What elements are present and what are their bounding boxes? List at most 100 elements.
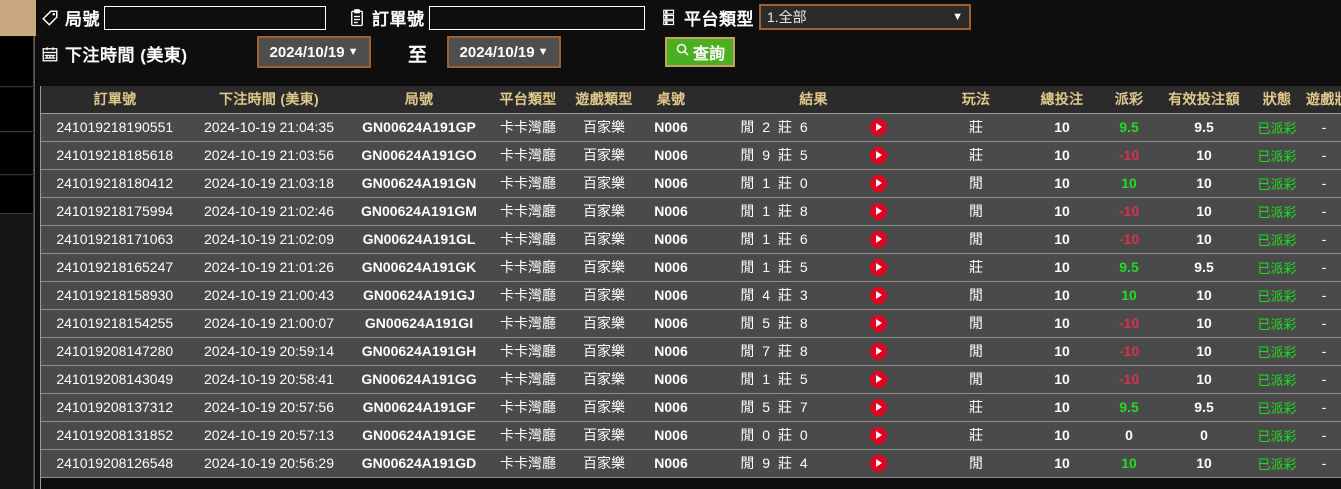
table-row[interactable]: 241019218180412 2024-10-19 21:03:18 GN0062… <box>41 169 1341 198</box>
cell-result: 閒 1 莊 6 <box>701 225 926 254</box>
table-row[interactable]: 241019218175994 2024-10-19 21:02:46 GN0062… <box>41 197 1341 226</box>
cell-platform: 卡卡灣廳 <box>489 309 567 338</box>
col-header-total-bet[interactable]: 總投注 <box>1026 86 1098 114</box>
chevron-down-icon: ▼ <box>952 11 963 23</box>
cell-payout: -10 <box>1098 365 1160 394</box>
table-row[interactable]: 241019218154255 2024-10-19 21:00:07 GN0062… <box>41 309 1341 338</box>
cell-total-bet: 10 <box>1026 449 1098 478</box>
cell-total-bet: 10 <box>1026 365 1098 394</box>
platform-select[interactable]: 1.全部 ▼ <box>759 4 971 30</box>
col-header-payout[interactable]: 派彩 <box>1098 86 1160 114</box>
play-replay-icon[interactable] <box>869 258 887 276</box>
col-header-status[interactable]: 狀態 <box>1248 86 1306 114</box>
date-to-picker[interactable]: 2024/10/19 ▼ <box>447 36 561 68</box>
sidebar-slot-3[interactable] <box>0 133 34 175</box>
table-row[interactable]: 241019208126548 2024-10-19 20:56:29 GN0062… <box>41 449 1341 478</box>
play-replay-icon[interactable] <box>869 454 887 472</box>
cell-game-type: 百家樂 <box>567 225 641 254</box>
platform-filter-group: 平台類型 1.全部 ▼ <box>659 4 971 30</box>
cell-table-no: N006 <box>641 421 701 450</box>
play-replay-icon[interactable] <box>869 202 887 220</box>
col-header-platform[interactable]: 平台類型 <box>489 86 567 114</box>
payout-value: -10 <box>1118 315 1140 331</box>
bettime-filter-label: 下注時間 (美東) <box>65 46 188 65</box>
date-to-group: 2024/10/19 ▼ <box>447 36 561 68</box>
bet-history-table-container[interactable]: 訂單號 下注時間 (美東) 局號 平台類型 遊戲類型 桌號 結果 玩法 總投注 … <box>40 86 1341 489</box>
payout-value: 9.5 <box>1119 119 1139 135</box>
order-input[interactable] <box>428 5 645 30</box>
cell-platform: 卡卡灣廳 <box>489 113 567 142</box>
result-text: 閒 9 莊 5 <box>740 147 810 163</box>
cell-total-bet: 10 <box>1026 113 1098 142</box>
cell-valid-bet: 10 <box>1160 225 1248 254</box>
cell-status: 已派彩 <box>1248 169 1306 198</box>
cell-order: 241019218185618 <box>41 141 189 170</box>
cell-table-no: N006 <box>641 225 701 254</box>
col-header-game-type[interactable]: 遊戲類型 <box>567 86 641 114</box>
play-replay-icon[interactable] <box>869 118 887 136</box>
round-filter-label: 局號 <box>65 10 100 29</box>
bettime-filter-group: 下注時間 (美東) <box>40 41 188 66</box>
cell-status: 已派彩 <box>1248 337 1306 366</box>
cell-game-type: 百家樂 <box>567 449 641 478</box>
cell-payout: 0 <box>1098 421 1160 450</box>
cell-result: 閒 1 莊 5 <box>701 365 926 394</box>
table-row[interactable]: 241019218185618 2024-10-19 21:03:56 GN0062… <box>41 141 1341 170</box>
play-replay-icon[interactable] <box>869 398 887 416</box>
play-replay-icon[interactable] <box>869 230 887 248</box>
sidebar-slot-1[interactable] <box>0 37 34 87</box>
table-row[interactable]: 241019208143049 2024-10-19 20:58:41 GN0062… <box>41 365 1341 394</box>
cell-order: 241019208126548 <box>41 449 189 478</box>
col-header-bet-time[interactable]: 下注時間 (美東) <box>189 86 349 114</box>
date-from-picker[interactable]: 2024/10/19 ▼ <box>257 36 371 68</box>
sidebar-edge <box>34 36 35 489</box>
table-row[interactable]: 241019218158930 2024-10-19 21:00:43 GN0062… <box>41 281 1341 310</box>
cell-status: 已派彩 <box>1248 113 1306 142</box>
sidebar-slot-4[interactable] <box>0 176 34 214</box>
play-replay-icon[interactable] <box>869 426 887 444</box>
cell-play-type: 閒 <box>926 309 1026 338</box>
result-text: 閒 1 莊 6 <box>740 231 810 247</box>
cell-game-status: - <box>1306 281 1341 310</box>
round-filter-group: 局號 <box>40 5 326 30</box>
table-row[interactable]: 241019208147280 2024-10-19 20:59:14 GN0062… <box>41 337 1341 366</box>
col-header-valid-bet[interactable]: 有效投注額 <box>1160 86 1248 114</box>
cell-total-bet: 10 <box>1026 253 1098 282</box>
play-replay-icon[interactable] <box>869 342 887 360</box>
col-header-table-no[interactable]: 桌號 <box>641 86 701 114</box>
play-replay-icon[interactable] <box>869 146 887 164</box>
col-header-order[interactable]: 訂單號 <box>41 86 189 114</box>
cell-round-id: GN00624A191GL <box>349 225 489 254</box>
cell-valid-bet: 10 <box>1160 449 1248 478</box>
order-filter-label: 訂單號 <box>372 10 425 29</box>
col-header-play-type[interactable]: 玩法 <box>926 86 1026 114</box>
col-header-round-id[interactable]: 局號 <box>349 86 489 114</box>
cell-table-no: N006 <box>641 281 701 310</box>
cell-play-type: 莊 <box>926 393 1026 422</box>
cell-table-no: N006 <box>641 393 701 422</box>
play-replay-icon[interactable] <box>869 174 887 192</box>
cell-bet-time: 2024-10-19 20:56:29 <box>189 449 349 478</box>
table-row[interactable]: 241019208137312 2024-10-19 20:57:56 GN0062… <box>41 393 1341 422</box>
play-replay-icon[interactable] <box>869 314 887 332</box>
table-row[interactable]: 241019218165247 2024-10-19 21:01:26 GN0062… <box>41 253 1341 282</box>
table-row[interactable]: 241019208131852 2024-10-19 20:57:13 GN0062… <box>41 421 1341 450</box>
cell-valid-bet: 10 <box>1160 337 1248 366</box>
cell-status: 已派彩 <box>1248 253 1306 282</box>
cell-valid-bet: 9.5 <box>1160 393 1248 422</box>
cell-payout: -10 <box>1098 309 1160 338</box>
play-replay-icon[interactable] <box>869 370 887 388</box>
search-button[interactable]: 查詢 <box>665 37 736 67</box>
round-input[interactable] <box>104 5 326 30</box>
table-row[interactable]: 241019218171063 2024-10-19 21:02:09 GN0062… <box>41 225 1341 254</box>
table-row[interactable]: 241019218190551 2024-10-19 21:04:35 GN0062… <box>41 113 1341 142</box>
cell-game-status: - <box>1306 141 1341 170</box>
cell-result: 閒 5 莊 8 <box>701 309 926 338</box>
play-replay-icon[interactable] <box>869 286 887 304</box>
sidebar-slot-2[interactable] <box>0 88 34 132</box>
result-text: 閒 2 莊 6 <box>740 119 810 135</box>
col-header-result[interactable]: 結果 <box>701 86 926 114</box>
status-badge: 已派彩 <box>1257 372 1297 388</box>
sidebar-tab-handle[interactable] <box>0 0 36 36</box>
col-header-game-status[interactable]: 遊戲狀 <box>1306 86 1341 114</box>
